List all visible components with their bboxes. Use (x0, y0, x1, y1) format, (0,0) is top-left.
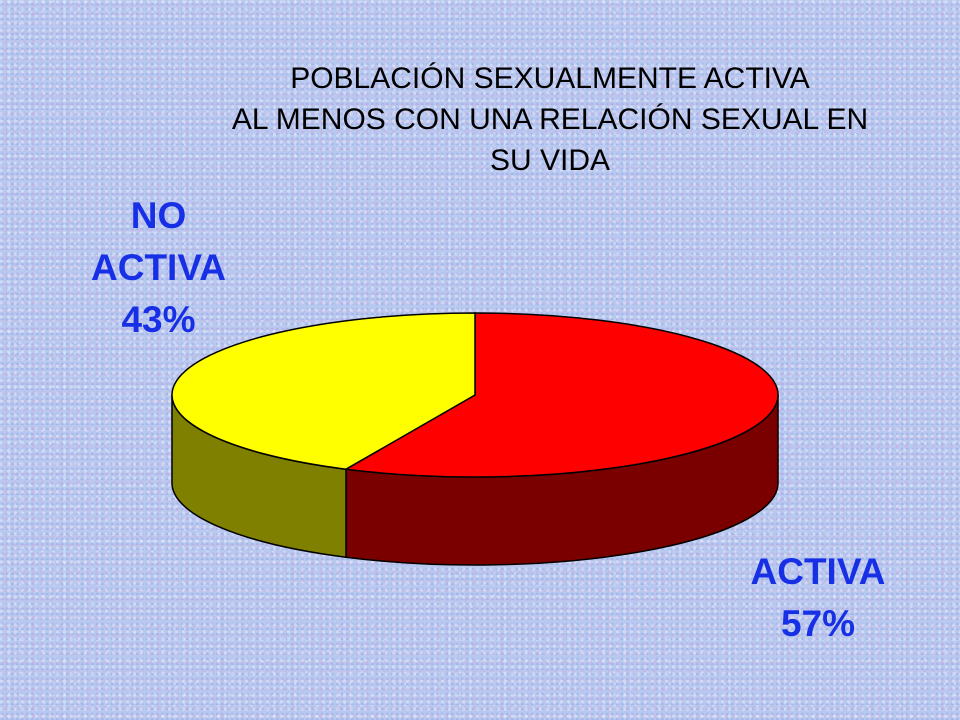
slice-label-activa: ACTIVA 57% (738, 546, 898, 650)
slice-label-no-activa: NO ACTIVA 43% (76, 190, 241, 346)
pie-slice-activa (343, 312, 779, 478)
slice-value-text: 43% (121, 299, 196, 340)
pie-slice-no-activa (171, 312, 476, 470)
slice-label-text: ACTIVA (750, 551, 886, 592)
slice-label-text: NO (130, 195, 187, 236)
slice-value-text: 57% (780, 603, 856, 644)
slice-label-text: ACTIVA (91, 247, 226, 288)
chart-title: POBLACIÓN SEXUALMENTE ACTIVA AL MENOS CO… (190, 58, 910, 181)
chart-title-line: POBLACIÓN SEXUALMENTE ACTIVA (290, 62, 810, 95)
chart-title-line: AL MENOS CON UNA RELACIÓN SEXUAL EN (231, 103, 869, 136)
chart-title-line: SU VIDA (489, 144, 611, 177)
